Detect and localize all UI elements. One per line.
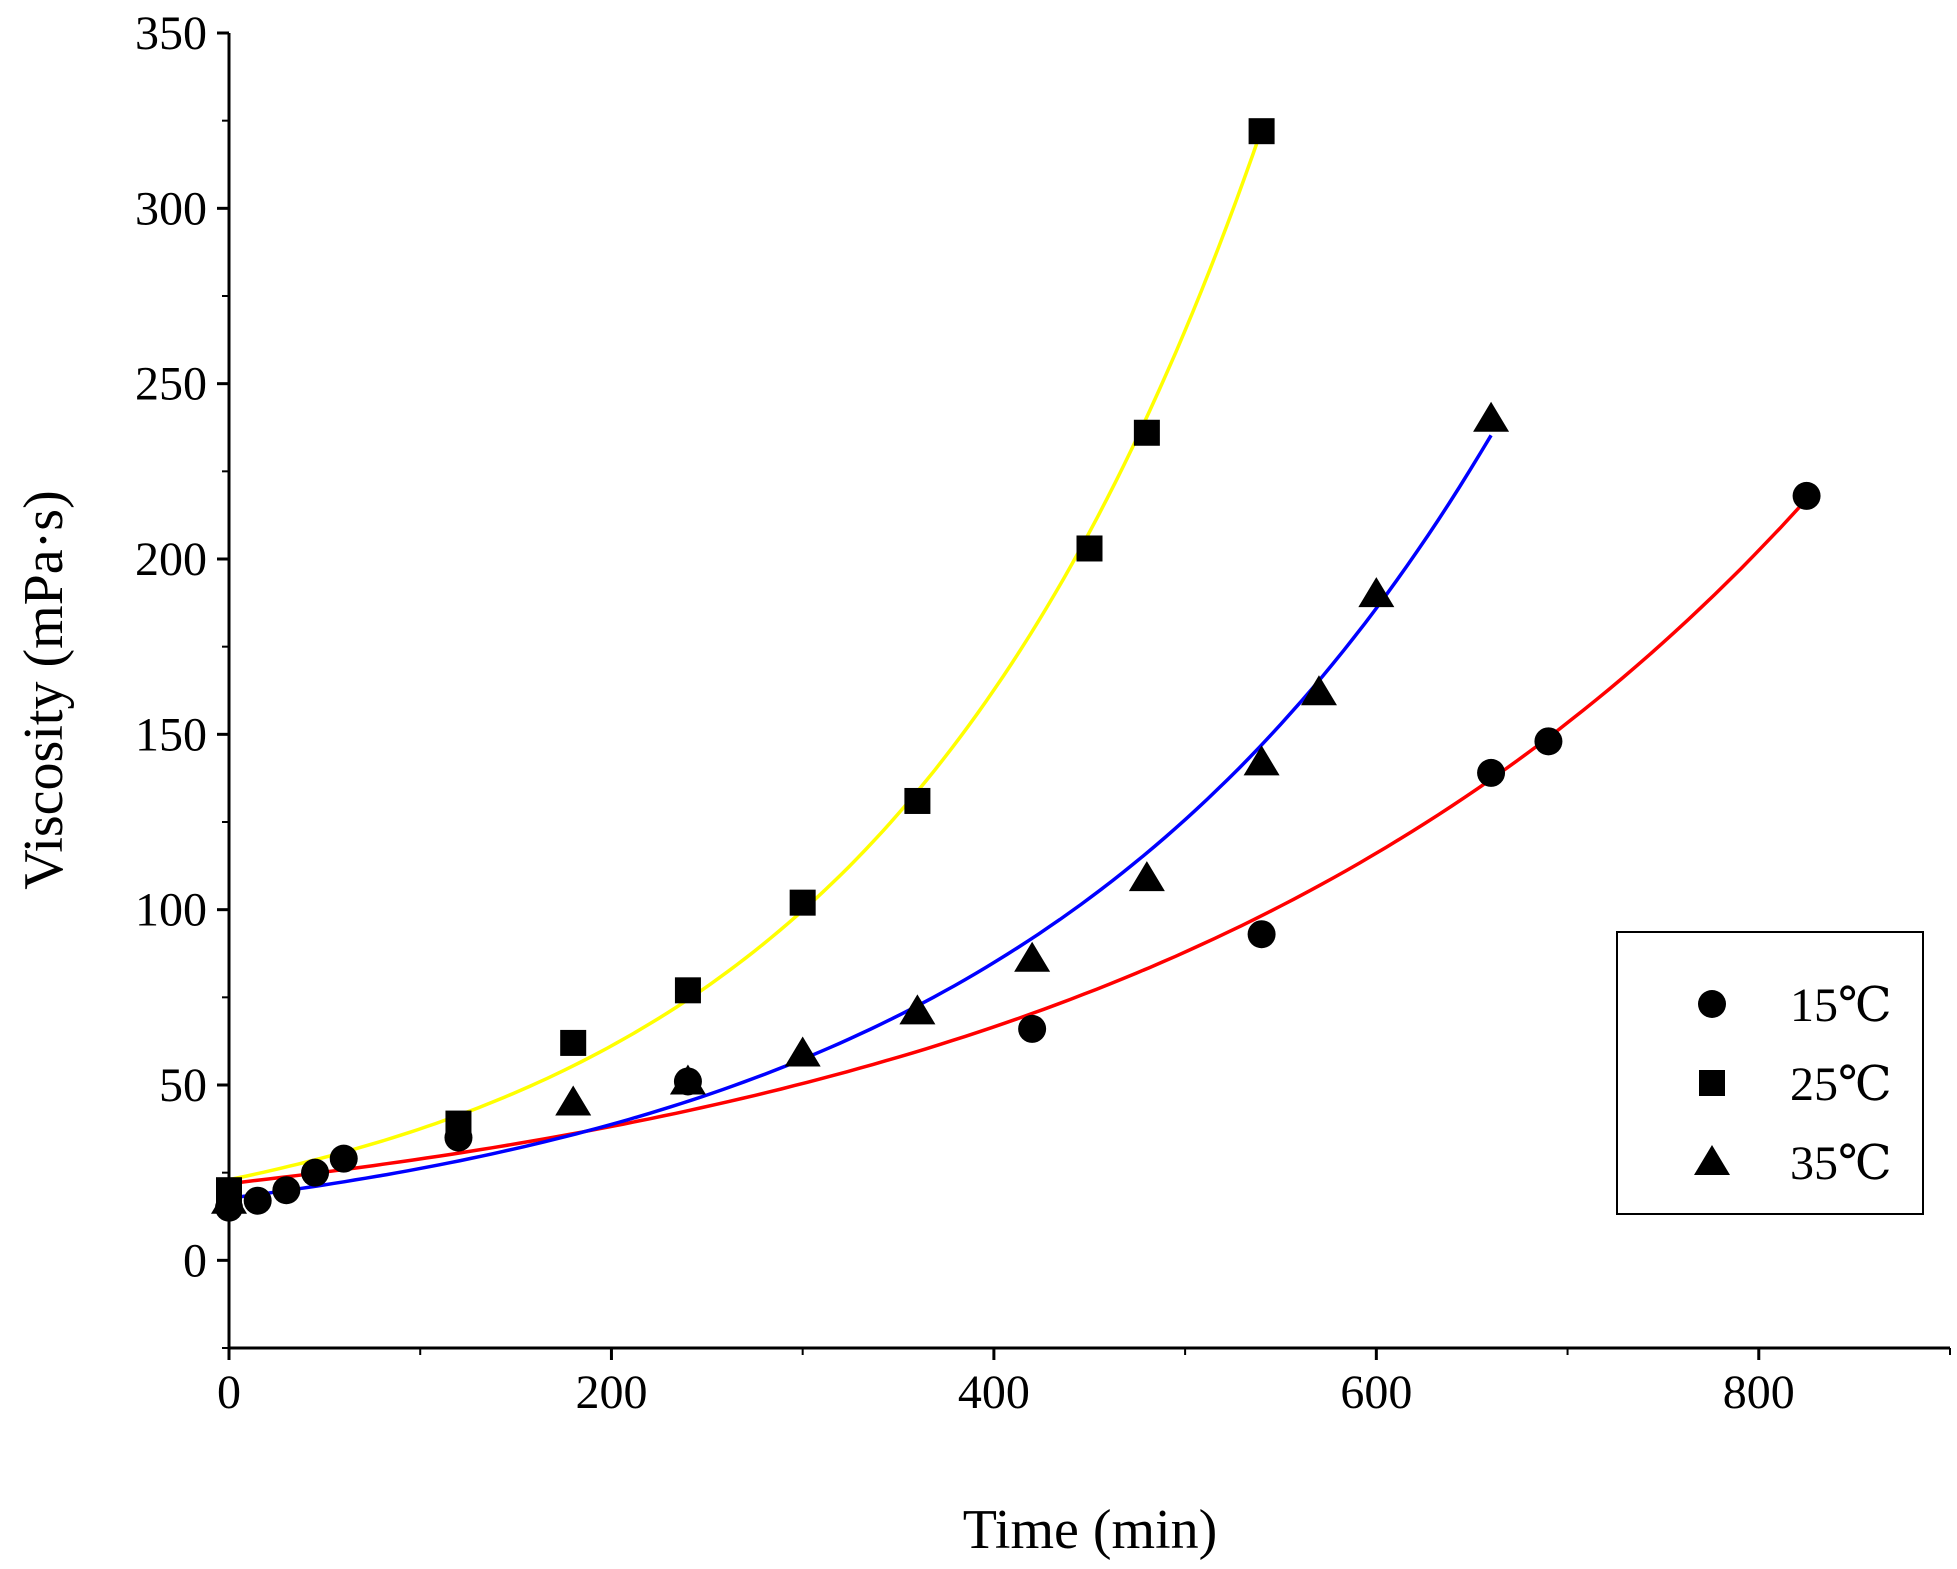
axes: 0 50 100 150 200 250 300 350 0 200 400 600 800 — [135, 7, 1951, 1419]
data-point-square — [560, 1029, 587, 1056]
data-point-triangle — [669, 1064, 706, 1095]
y-tick-label: 0 — [183, 1234, 207, 1287]
data-point-circle — [329, 1144, 358, 1173]
legend-box — [1616, 931, 1924, 1215]
data-point-triangle — [899, 994, 936, 1025]
data-point-circle — [1018, 1014, 1047, 1043]
y-axis-title: Viscosity (mPa·s) — [13, 490, 75, 890]
data-point-square — [1133, 419, 1160, 446]
y-tick-label: 300 — [135, 182, 207, 235]
x-tick-label: 400 — [958, 1366, 1030, 1419]
y-tick-label: 100 — [135, 884, 207, 937]
y-tick-label: 350 — [135, 7, 207, 60]
data-point-circle — [1477, 758, 1506, 787]
data-point-triangle — [211, 1183, 247, 1214]
legend-label: 15℃ — [1790, 979, 1892, 1032]
data-point-circle — [272, 1176, 301, 1205]
data-points — [211, 118, 1821, 1222]
data-point-triangle — [1473, 401, 1510, 432]
data-point-circle — [301, 1158, 330, 1187]
legend-label: 25℃ — [1790, 1058, 1892, 1111]
data-point-circle — [1792, 481, 1821, 510]
x-tick-label: 200 — [575, 1366, 647, 1419]
x-tick-label: 600 — [1340, 1366, 1412, 1419]
legend-label: 35℃ — [1790, 1137, 1892, 1190]
data-point-triangle — [1243, 745, 1280, 776]
data-point-triangle — [784, 1036, 821, 1067]
data-point-triangle — [1358, 577, 1395, 608]
fit-curve-square — [228, 128, 1264, 1182]
x-tick-label: 800 — [1723, 1366, 1795, 1419]
data-point-circle — [243, 1186, 272, 1215]
x-tick-label: 0 — [217, 1366, 241, 1419]
legend-marker-square — [1699, 1070, 1725, 1096]
data-point-triangle — [555, 1085, 592, 1116]
data-point-circle — [1247, 920, 1276, 949]
data-point-circle — [1534, 727, 1563, 756]
data-point-triangle — [1300, 675, 1337, 706]
legend: 15℃ 25℃ 35℃ — [1616, 931, 1924, 1215]
y-tick-label: 200 — [135, 533, 207, 586]
data-point-square — [789, 889, 816, 916]
data-point-square — [674, 977, 701, 1004]
data-point-triangle — [1128, 861, 1165, 892]
data-point-square — [1248, 118, 1275, 145]
legend-marker-circle — [1698, 990, 1726, 1018]
y-tick-label: 50 — [159, 1059, 207, 1112]
data-point-square — [904, 787, 931, 814]
fit-curve-triangle — [228, 434, 1493, 1201]
data-point-triangle — [1014, 941, 1051, 972]
legend-marker-triangle — [1694, 1145, 1730, 1175]
data-point-square — [1076, 535, 1103, 562]
y-tick-label: 150 — [135, 708, 207, 761]
y-tick-label: 250 — [135, 358, 207, 411]
data-point-square — [445, 1110, 472, 1137]
x-axis-title: Time (min) — [963, 1499, 1218, 1561]
